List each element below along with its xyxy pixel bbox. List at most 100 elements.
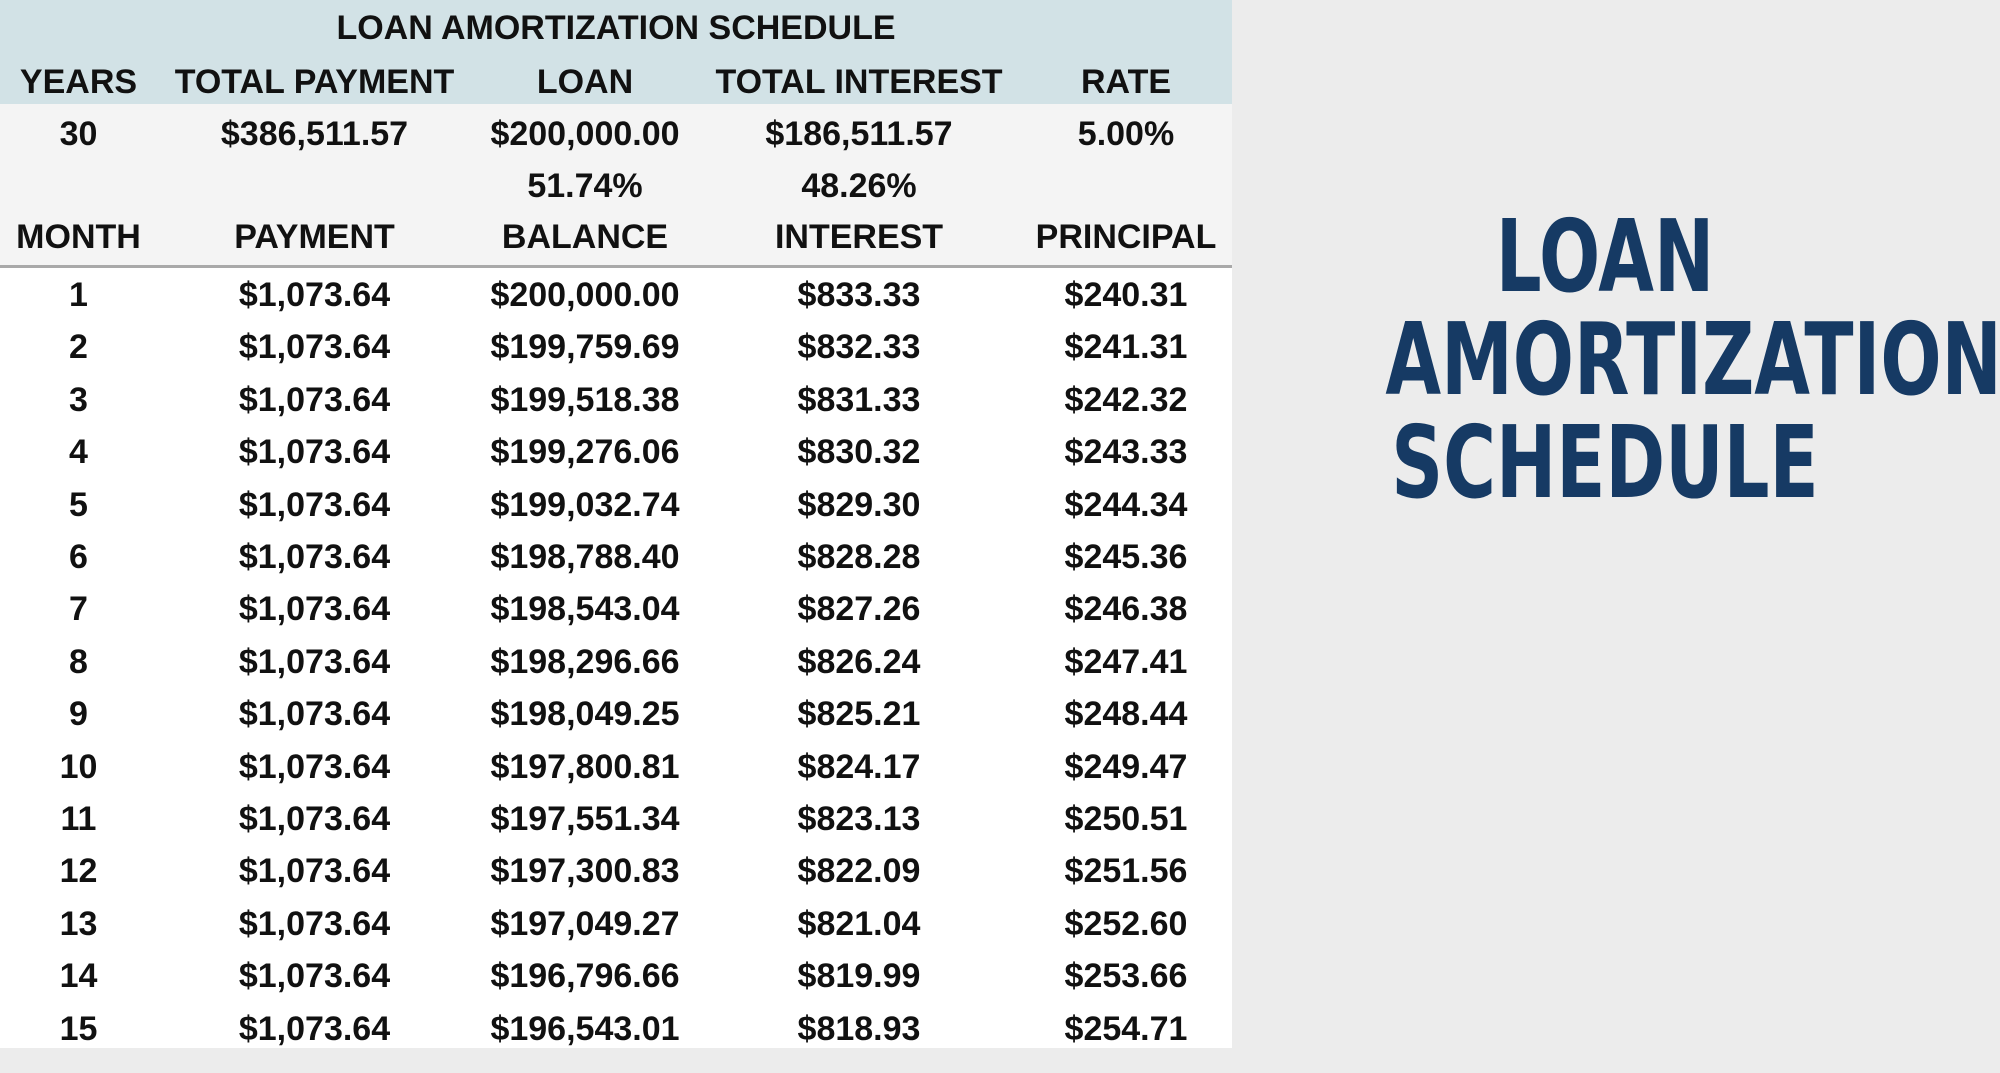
cell-balance: $196,796.66 [490,957,680,996]
table-row: 7 $1,073.64 $198,543.04 $827.26 $246.38 [0,583,1232,635]
cell-month: 7 [69,590,88,629]
cell-month: 6 [69,538,88,576]
cell-month: 11 [60,800,97,838]
cell-balance: $199,759.69 [490,328,680,367]
interest-percentage: 48.26% [801,167,917,205]
title-band [0,0,1232,52]
table-row: 9 $1,073.64 $198,049.25 $825.21 $248.44 [0,688,1232,740]
cell-balance: $197,551.34 [490,800,680,838]
header-payment: PAYMENT [234,218,395,256]
cell-payment: $1,073.64 [238,852,391,891]
value-loan: $200,000.00 [490,115,680,153]
cell-payment: $1,073.64 [238,800,391,838]
cell-payment: $1,073.64 [238,695,391,734]
cell-interest: $831.33 [797,380,921,419]
table-row: 12 $1,073.64 $197,300.83 $822.09 $251.56 [0,845,1232,897]
cell-interest: $819.99 [797,957,921,996]
percentage-band [0,156,1232,208]
cell-interest: $828.28 [797,538,921,576]
sheet-title: LOAN AMORTIZATION SCHEDULE [336,9,896,47]
summary-header-band [0,52,1232,104]
cell-principal: $243.33 [1064,433,1188,472]
cell-payment: $1,073.64 [238,380,391,419]
cell-month: 4 [69,433,88,472]
table-row: 14 $1,073.64 $196,796.66 $819.99 $253.66 [0,950,1232,1002]
heading-line-schedule: SCHEDULE [1391,404,1819,521]
cell-month: 13 [59,904,98,943]
cell-payment: $1,073.64 [238,957,391,996]
cell-month: 5 [69,485,88,524]
cell-balance: $198,788.40 [490,538,680,576]
table-row: 4 $1,073.64 $199,276.06 $830.32 $243.33 [0,426,1232,478]
cell-interest: $827.26 [797,590,921,629]
cell-balance: $199,518.38 [490,380,680,419]
cell-balance: $198,543.04 [490,590,680,629]
cell-interest: $833.33 [797,276,921,314]
cell-interest: $824.17 [797,747,921,786]
header-interest: INTEREST [774,218,944,256]
cell-principal: $246.38 [1064,590,1188,629]
loan-percentage: 51.74% [527,167,643,205]
cell-principal: $245.36 [1064,538,1188,576]
table-row: 2 $1,073.64 $199,759.69 $832.33 $241.31 [0,321,1232,373]
page-heading: LOAN AMORTIZATION SCHEDULE [1385,205,2000,521]
cell-month: 14 [59,957,98,996]
cell-month: 1 [69,276,88,314]
cell-principal: $251.56 [1064,852,1188,891]
value-total-interest: $186,511.57 [765,115,953,153]
cell-payment: $1,073.64 [238,642,391,681]
table-row: 6 $1,073.64 $198,788.40 $828.28 $245.36 [0,531,1232,583]
cell-interest: $826.24 [797,642,921,681]
cell-payment: $1,073.64 [238,1009,391,1048]
cell-principal: $244.34 [1064,485,1188,524]
cell-interest: $818.93 [797,1009,921,1048]
cell-interest: $829.30 [797,485,921,524]
cell-interest: $821.04 [797,904,921,943]
cell-month: 3 [69,380,88,419]
header-divider [0,265,1232,268]
cell-balance: $199,032.74 [490,485,680,524]
cell-principal: $247.41 [1064,642,1188,681]
heading-line-amortization: AMORTIZATION [1385,301,2000,418]
value-rate: 5.00% [1077,115,1175,153]
header-years: YEARS [19,63,138,101]
header-principal: PRINCIPAL [1035,218,1217,256]
cell-month: 2 [69,328,88,367]
cell-interest: $823.13 [797,800,921,838]
cell-interest: $832.33 [797,328,921,367]
cell-balance: $200,000.00 [490,276,680,314]
table-row: 13 $1,073.64 $197,049.27 $821.04 $252.60 [0,898,1232,950]
header-loan: LOAN [536,63,634,101]
cell-balance: $197,300.83 [490,852,680,891]
cell-interest: $825.21 [797,695,921,734]
cell-principal: $240.31 [1064,276,1188,314]
table-row: 15 $1,073.64 $196,543.01 $818.93 $254.71 [0,1003,1232,1055]
cell-month: 12 [59,852,98,891]
cell-balance: $197,049.27 [490,904,680,943]
cell-balance: $198,296.66 [490,642,680,681]
cell-month: 9 [69,695,88,734]
cell-payment: $1,073.64 [238,276,391,314]
cell-payment: $1,073.64 [238,538,391,576]
cell-payment: $1,073.64 [238,328,391,367]
cell-principal: $241.31 [1064,328,1188,367]
table-row: 10 $1,073.64 $197,800.81 $824.17 $249.47 [0,741,1232,793]
header-balance: BALANCE [501,218,669,256]
cell-payment: $1,073.64 [238,590,391,629]
header-total-payment: TOTAL PAYMENT [174,63,455,101]
cell-principal: $254.71 [1064,1009,1188,1048]
cell-month: 8 [69,642,88,681]
cell-month: 10 [59,747,98,786]
cell-principal: $249.47 [1064,747,1188,786]
header-month: MONTH [16,218,141,256]
cell-interest: $830.32 [797,433,921,472]
cell-balance: $196,543.01 [490,1009,680,1048]
cell-balance: $199,276.06 [490,433,680,472]
cell-payment: $1,073.64 [238,904,391,943]
value-years: 30 [59,115,98,153]
table-row: 11 $1,073.64 $197,551.34 $823.13 $250.51 [0,793,1232,845]
cell-interest: $822.09 [797,852,921,891]
header-total-interest: TOTAL INTEREST [715,63,1003,101]
cell-month: 15 [59,1009,98,1048]
cell-principal: $242.32 [1064,380,1188,419]
